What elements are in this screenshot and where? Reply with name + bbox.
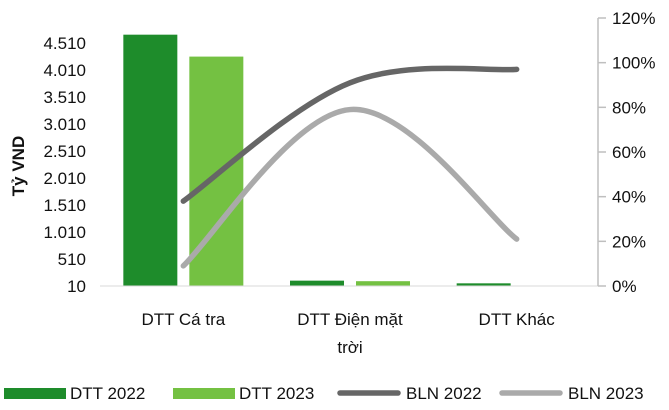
y-tick-label: 3.010 xyxy=(43,115,86,134)
y-tick-label: 4.510 xyxy=(43,34,86,53)
right-tick-label: 100% xyxy=(612,54,655,73)
category-label: DTT Khác xyxy=(479,310,556,329)
axes-layer: 4.510 4.010 3.510 3.010 2.510 2.010 1.510 1.010… xyxy=(9,9,655,357)
legend-label-bln-2022: BLN 2022 xyxy=(406,384,482,403)
right-tick-label: 0% xyxy=(612,277,637,296)
y-tick-label: 4.010 xyxy=(43,61,86,80)
line-bln-2023 xyxy=(180,106,520,269)
bar-dtt-2022-1 xyxy=(290,280,344,286)
right-tick-label: 120% xyxy=(612,9,655,28)
right-tick-label: 40% xyxy=(612,188,646,207)
category-label: DTT Điện mặt xyxy=(297,310,403,329)
bar-dtt-2022-0 xyxy=(123,34,178,287)
bars-layer xyxy=(123,34,511,287)
line-bln-2022 xyxy=(180,65,520,204)
category-label: DTT Cá tra xyxy=(141,310,225,329)
y-axis-title: Tỷ VND xyxy=(9,136,28,196)
y-tick-label: 3.510 xyxy=(43,88,86,107)
right-tick-label: 60% xyxy=(612,143,646,162)
legend-label-dtt-2022: DTT 2022 xyxy=(70,384,145,403)
right-tick-label: 80% xyxy=(612,98,646,117)
y-tick-label: 1.010 xyxy=(43,223,86,242)
lines-layer xyxy=(180,65,520,269)
category-label: trời xyxy=(337,338,362,357)
legend-label-dtt-2023: DTT 2023 xyxy=(239,384,314,403)
y-tick-label: 10 xyxy=(67,277,86,296)
y-tick-label: 2.510 xyxy=(43,142,86,161)
legend-swatch-dtt-2023 xyxy=(173,388,235,399)
legend-swatch-dtt-2022 xyxy=(4,388,66,399)
y-tick-label: 1.510 xyxy=(43,196,86,215)
bar-dtt-2022-2 xyxy=(456,283,511,286)
legend: DTT 2022 DTT 2023 BLN 2022 BLN 2023 xyxy=(4,384,644,403)
bar-dtt-2023-1 xyxy=(356,281,410,286)
y-tick-label: 510 xyxy=(58,250,86,269)
right-tick-label: 20% xyxy=(612,232,646,251)
legend-label-bln-2023: BLN 2023 xyxy=(568,384,644,403)
y-tick-label: 2.010 xyxy=(43,169,86,188)
